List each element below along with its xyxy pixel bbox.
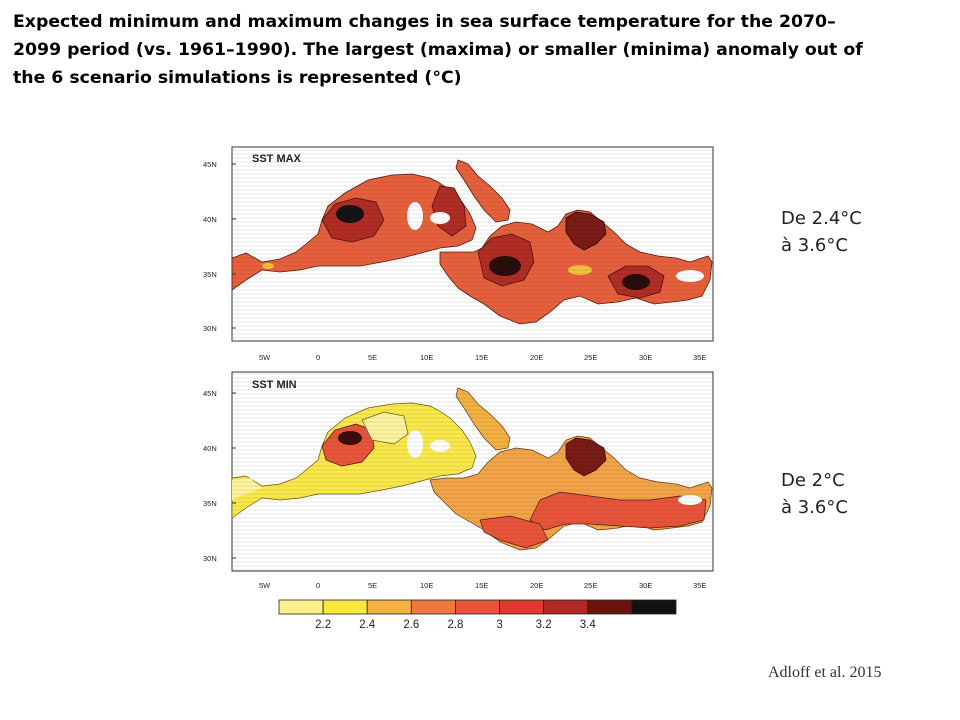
colorbar-label-6: 3.4: [580, 619, 597, 631]
colorbar-swatch-1: [323, 600, 367, 614]
sst-max-lon-0: 0: [316, 353, 320, 362]
colorbar-label-4: 3: [496, 619, 502, 631]
colorbar-swatch-5: [500, 600, 544, 614]
sst-max-map: 45N 40N 35N 30N 5W 0 5E 10E 15E 20E 25E …: [203, 147, 713, 362]
sst-min-lon-axis: 5W 0 5E 10E 15E 20E 25E 30E 35E: [259, 581, 706, 590]
colorbar-swatch-2: [367, 600, 411, 614]
sst-max-lat-45n: 45N: [203, 160, 217, 169]
colorbar-label-2: 2.6: [403, 619, 419, 631]
sst-max-lon-axis: 5W 0 5E 10E 15E 20E 25E 30E 35E: [259, 353, 706, 362]
sst-min-lon-10e: 10E: [420, 581, 433, 590]
sst-min-lon-35e: 35E: [693, 581, 706, 590]
sst-max-range-line-2: à 3.6°C: [781, 232, 862, 259]
colorbar-label-1: 2.4: [359, 619, 376, 631]
colorbar-swatch-0: [279, 600, 323, 614]
sst-max-lon-30e: 30E: [639, 353, 652, 362]
sst-min-range-line-2: à 3.6°C: [781, 494, 848, 521]
sst-min-title: SST MIN: [252, 379, 297, 391]
colorbar-label-5: 3.2: [536, 619, 552, 631]
sst-max-title: SST MAX: [252, 153, 302, 165]
sst-min-lon-30e: 30E: [639, 581, 652, 590]
colorbar: 2.2 2.4 2.6 2.8 3 3.2 3.4: [279, 600, 676, 631]
sst-min-lat-axis: 45N 40N 35N 30N: [203, 389, 236, 563]
sst-max-lon-20e: 20E: [530, 353, 543, 362]
sst-max-lon-10e: 10E: [420, 353, 433, 362]
sst-min-lat-45n: 45N: [203, 389, 217, 398]
colorbar-swatch-6: [544, 600, 588, 614]
colorbar-swatch-3: [411, 600, 455, 614]
sst-min-map: 45N 40N 35N 30N 5W 0 5E 10E 15E 20E 25E …: [203, 372, 713, 590]
sst-max-range-label: De 2.4°C à 3.6°C: [781, 205, 862, 259]
sst-min-lon-25e: 25E: [584, 581, 597, 590]
sst-min-range-line-1: De 2°C: [781, 467, 848, 494]
sst-max-lon-35e: 35E: [693, 353, 706, 362]
sst-min-lon-5e: 5E: [368, 581, 377, 590]
sst-min-lat-40n: 40N: [203, 444, 217, 453]
sst-min-lon-5w: 5W: [259, 581, 271, 590]
sst-max-lon-5w: 5W: [259, 353, 271, 362]
colorbar-swatch-8: [632, 600, 676, 614]
colorbar-label-3: 2.8: [447, 619, 463, 631]
sst-max-lon-25e: 25E: [584, 353, 597, 362]
colorbar-label-0: 2.2: [315, 619, 331, 631]
sst-max-range-line-1: De 2.4°C: [781, 205, 862, 232]
sst-max-lat-axis: 45N 40N 35N 30N: [203, 160, 236, 333]
sst-max-lat-40n: 40N: [203, 215, 217, 224]
sst-max-lat-30n: 30N: [203, 324, 217, 333]
sst-max-sea: [232, 147, 713, 341]
sst-min-range-label: De 2°C à 3.6°C: [781, 467, 848, 521]
sst-min-lat-30n: 30N: [203, 554, 217, 563]
sst-min-sea: [232, 372, 713, 571]
sst-min-lon-20e: 20E: [530, 581, 543, 590]
colorbar-swatch-7: [588, 600, 632, 614]
colorbar-swatch-4: [455, 600, 499, 614]
sst-min-lon-15e: 15E: [475, 581, 488, 590]
sst-max-lon-15e: 15E: [475, 353, 488, 362]
sst-min-lon-0: 0: [316, 581, 320, 590]
sst-max-lat-35n: 35N: [203, 270, 217, 279]
sst-max-lon-5e: 5E: [368, 353, 377, 362]
sst-min-lat-35n: 35N: [203, 499, 217, 508]
citation: Adloff et al. 2015: [768, 664, 881, 682]
